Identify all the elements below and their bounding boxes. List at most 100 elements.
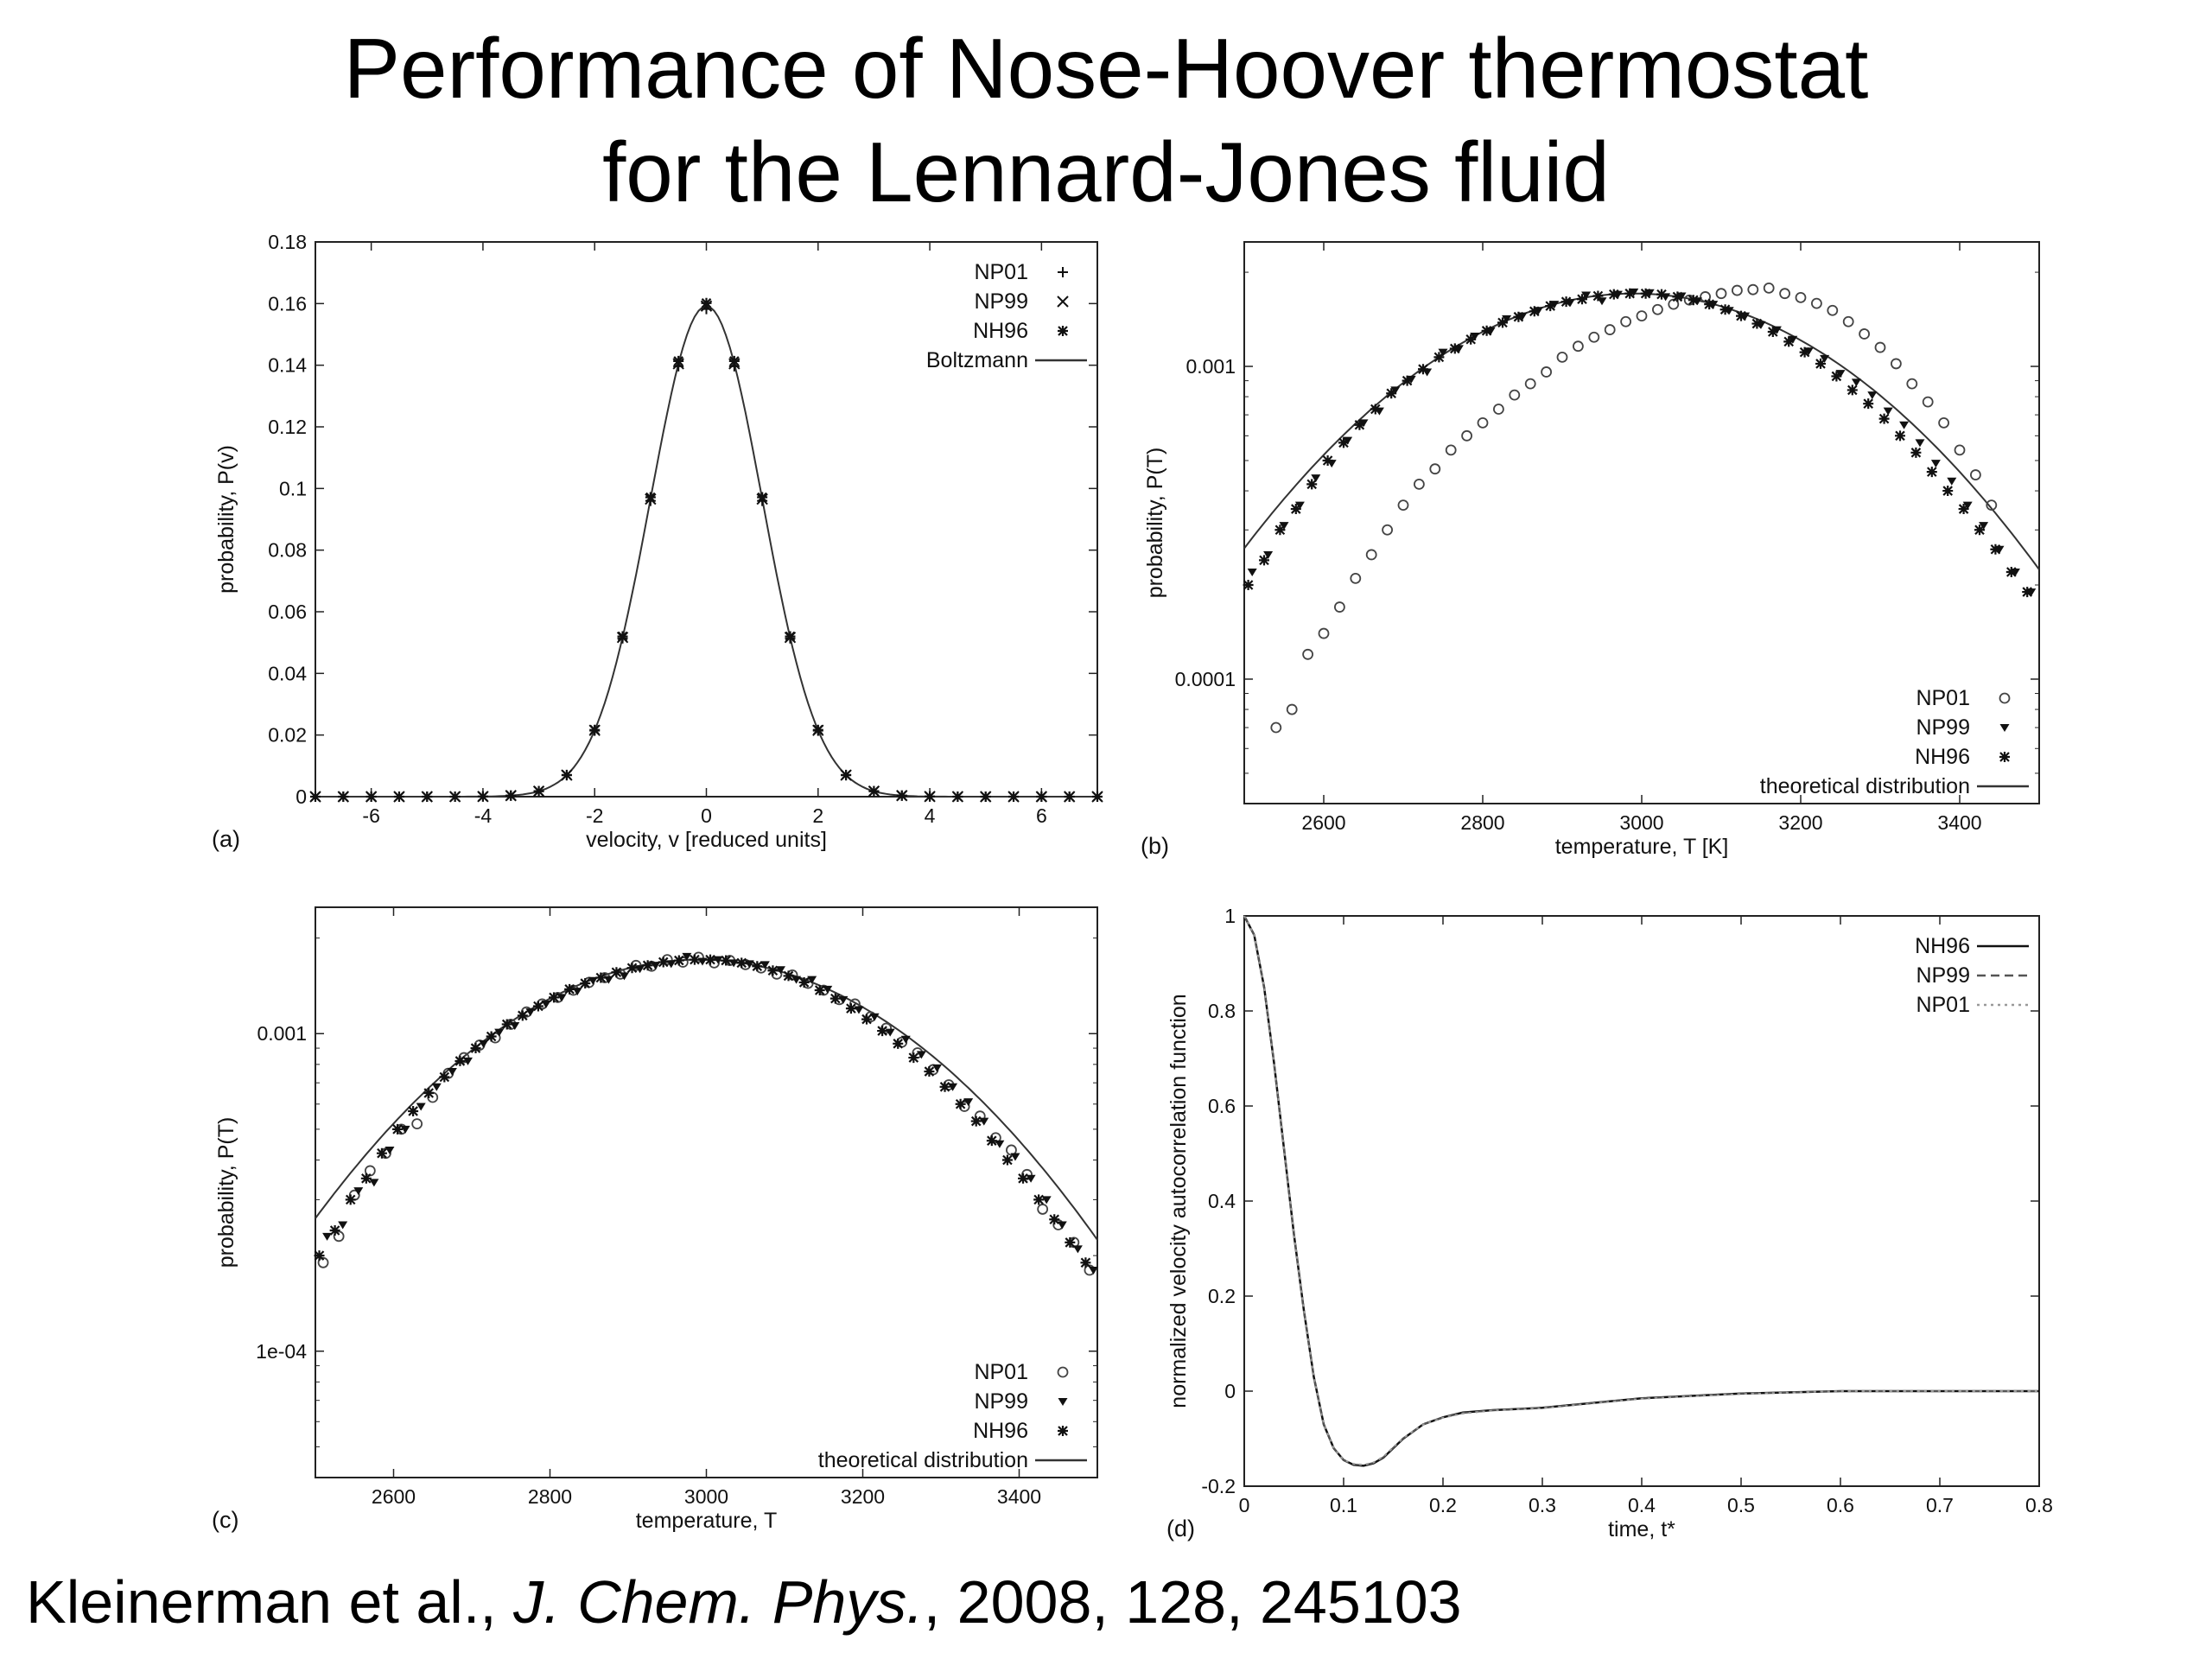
slide-title-line2: for the Lennard-Jones fluid	[602, 124, 1610, 219]
data-point	[869, 1013, 880, 1021]
data-point	[760, 961, 770, 969]
data-point	[617, 631, 628, 642]
data-point	[666, 960, 677, 969]
legend-marker-sample	[1999, 752, 2010, 762]
data-point	[470, 1043, 481, 1054]
data-point	[1859, 328, 1870, 340]
data-point	[1851, 378, 1861, 387]
data-point	[682, 952, 692, 961]
data-point	[896, 790, 907, 801]
data-point	[561, 769, 572, 780]
data-point	[1402, 375, 1413, 386]
y-tick-label: 0.06	[268, 601, 307, 623]
data-point	[658, 957, 669, 968]
data-point	[1719, 304, 1731, 315]
data-point	[980, 791, 991, 802]
data-point	[1243, 580, 1254, 591]
y-tick-label: 0.4	[1208, 1190, 1236, 1212]
data-point	[1990, 543, 2001, 555]
data-point	[392, 1123, 404, 1135]
data-point	[1624, 288, 1636, 299]
panel-c-temperature-distribution: 2600 2800 3000 3200 3400 1e-04 0.001 temperatur…	[212, 906, 1098, 1533]
legend-label: NH96	[1915, 745, 1970, 769]
legend-label: Boltzmann	[926, 348, 1028, 372]
data-point	[1842, 315, 1854, 327]
data-point	[924, 1066, 935, 1077]
x-tick-label: 0.4	[1628, 1494, 1656, 1516]
data-point	[501, 1019, 512, 1030]
data-point	[1930, 460, 1941, 468]
data-point	[823, 985, 833, 994]
panel-a-velocity-distribution: -6 -4 -2 0 2 4 6 0 0.02 0.04 0.06 0.08 0.1 0.12 0.14 0.…	[212, 231, 1103, 852]
data-point	[1449, 343, 1460, 354]
legend-label: NH96	[973, 319, 1028, 343]
data-point	[814, 985, 825, 995]
data-point	[1672, 291, 1683, 302]
y-axis-label: normalized velocity autocorrelation func…	[1166, 994, 1191, 1408]
data-point	[1922, 396, 1934, 408]
data-point	[611, 967, 622, 978]
data-point	[345, 1194, 356, 1205]
data-point	[952, 791, 963, 802]
data-point	[1509, 389, 1521, 401]
data-point	[845, 1003, 856, 1014]
x-axis-label: temperature, T	[636, 1509, 778, 1533]
series-nh96	[310, 297, 1103, 802]
data-point	[532, 1001, 543, 1012]
data-point	[1704, 299, 1715, 310]
data-point	[549, 992, 560, 1003]
data-point	[877, 1026, 888, 1037]
data-point	[1874, 341, 1886, 353]
data-point	[462, 1057, 473, 1065]
citation-journal: J. Chem. Phys.	[513, 1568, 924, 1636]
data-point	[1092, 791, 1103, 802]
data-point	[635, 965, 645, 974]
data-point	[385, 1146, 395, 1154]
y-tick-label: 0.2	[1208, 1285, 1236, 1307]
data-point	[785, 631, 796, 642]
y-tick-label: 0	[296, 785, 307, 808]
data-point	[400, 1125, 410, 1134]
y-tick-label: 1	[1224, 905, 1236, 927]
data-point	[1270, 721, 1282, 734]
data-point	[1406, 375, 1416, 384]
y-tick-label: 0.0001	[1175, 668, 1236, 690]
data-point	[365, 791, 377, 802]
data-point	[1608, 289, 1619, 300]
y-tick-label: 0.16	[268, 292, 307, 315]
x-tick-label: 0.5	[1727, 1494, 1755, 1516]
y-tick-label: 0.02	[268, 724, 307, 747]
data-point	[1397, 499, 1409, 512]
data-point	[1926, 467, 1937, 478]
data-point	[995, 1140, 1005, 1148]
data-point	[1461, 429, 1473, 442]
x-tick-label: 2800	[1460, 811, 1504, 834]
data-point	[1910, 447, 1922, 458]
data-point	[1938, 416, 1949, 429]
data-point	[736, 957, 747, 969]
data-point	[1906, 378, 1918, 390]
data-point	[1481, 325, 1492, 336]
data-point	[1008, 791, 1020, 802]
x-tick-label: 3200	[841, 1485, 885, 1508]
data-point	[619, 972, 629, 981]
data-point	[1954, 444, 1966, 456]
theory-curve	[1243, 292, 2040, 570]
panel-d-velocity-autocorrelation: 0 0.1 0.2 0.3 0.4 0.5 0.6 0.7 0.8-0.200.20.40.60…	[1166, 905, 2053, 1541]
data-point	[2022, 587, 2033, 598]
data-point	[1263, 550, 1274, 559]
data-point	[697, 957, 708, 966]
data-point	[1350, 572, 1362, 584]
data-point	[353, 1187, 364, 1196]
data-point	[360, 1173, 372, 1184]
legend-label: NP99	[974, 1389, 1028, 1414]
y-tick-label: 0.1	[279, 477, 307, 499]
data-point	[1382, 524, 1394, 536]
data-point	[1942, 486, 1954, 497]
y-tick-label: 0.08	[268, 539, 307, 562]
data-point	[783, 970, 794, 982]
data-point	[322, 1232, 333, 1241]
data-point	[1771, 326, 1782, 334]
data-point	[1072, 1245, 1083, 1254]
data-point	[744, 960, 754, 969]
